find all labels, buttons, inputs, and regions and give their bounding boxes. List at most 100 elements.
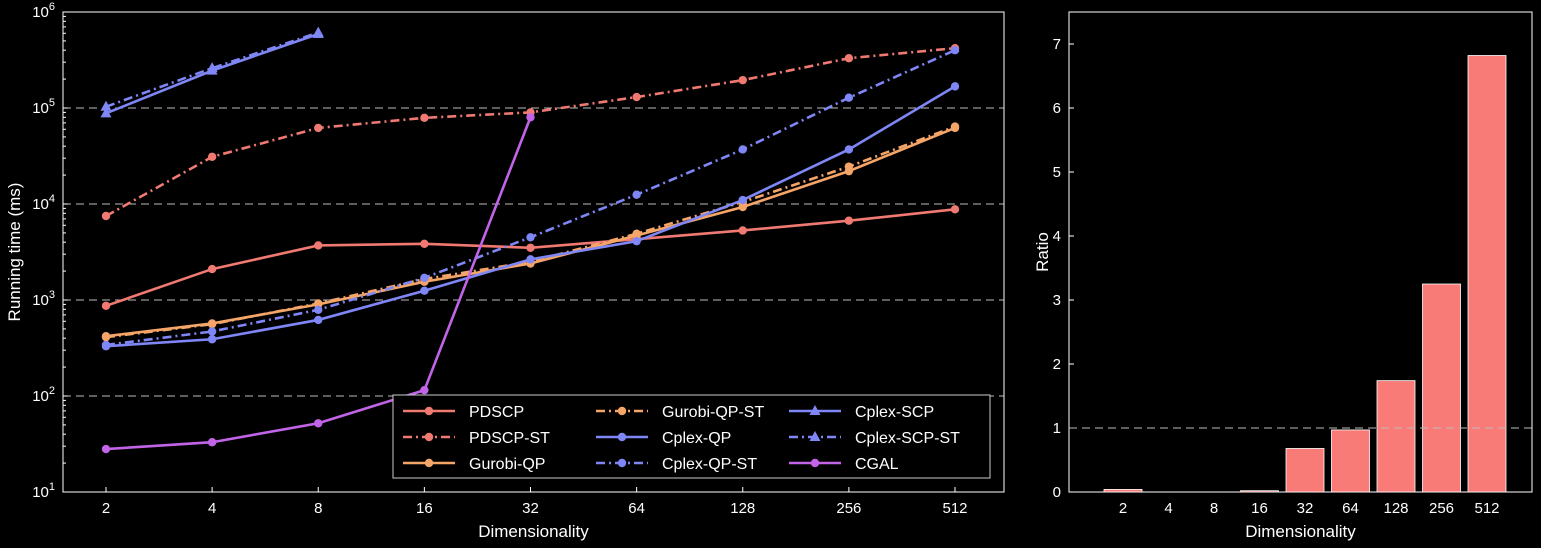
legend-label: Gurobi-QP-ST <box>662 404 764 421</box>
legend-entry: PDSCP-ST <box>403 430 550 447</box>
legend-marker <box>809 431 821 441</box>
data-point <box>206 62 218 73</box>
series-cgal <box>101 113 535 454</box>
y-tick-label: 102 <box>32 385 55 405</box>
y-tick-label: 0 <box>1053 484 1061 501</box>
data-point <box>420 239 429 248</box>
data-point <box>314 419 323 428</box>
x-tick-label: 512 <box>1474 500 1499 517</box>
y-tick-base: 10 <box>32 196 49 213</box>
legend-entry: PDSCP <box>403 404 524 421</box>
legend-marker <box>617 406 627 416</box>
data-point <box>100 107 112 118</box>
plot-frame <box>1068 11 1533 493</box>
x-axis-label: Dimensionality <box>1245 522 1356 541</box>
x-tick-label: 64 <box>1342 500 1359 517</box>
series-pdscp-st <box>101 43 960 221</box>
plot-frame <box>62 11 1005 493</box>
y-axis-label: Running time (ms) <box>5 183 24 322</box>
legend-entry: CGAL <box>789 456 899 473</box>
y-axis-label: Ratio <box>1033 232 1052 272</box>
legend-frame <box>392 394 991 479</box>
y-tick-base: 10 <box>32 100 49 117</box>
data-point <box>207 327 217 336</box>
legend-marker <box>424 458 434 468</box>
data-point <box>844 216 854 225</box>
x-tick-label: 2 <box>102 500 110 517</box>
data-point <box>632 236 641 246</box>
data-point <box>207 152 217 162</box>
y-tick-label: 5 <box>1053 164 1061 181</box>
bar <box>1331 429 1370 493</box>
data-point <box>101 444 111 454</box>
y-tick-exponent: 4 <box>49 193 55 205</box>
data-point <box>207 335 217 344</box>
x-tick-label: 16 <box>416 500 433 517</box>
y-tick-label: 101 <box>32 481 55 501</box>
data-point <box>632 229 641 238</box>
legend-marker <box>810 458 820 468</box>
ratio-chart: 0 1 2 3 4 5 6 7 2 4 8 16 32 64 128 256 512 Dimensionality… <box>1033 11 1533 541</box>
legend-label: Cplex-QP <box>662 430 731 447</box>
y-tick-exponent: 3 <box>49 289 55 301</box>
data-point <box>101 332 111 342</box>
data-point <box>100 100 112 111</box>
y-tick-label: 4 <box>1053 228 1061 245</box>
x-tick-label: 8 <box>1210 500 1218 517</box>
data-point <box>632 190 641 199</box>
data-point <box>844 145 854 154</box>
bar <box>1103 489 1143 493</box>
bar <box>1422 283 1461 493</box>
series-gurobi-qp-st <box>101 122 960 342</box>
data-point <box>526 113 535 122</box>
data-point <box>526 243 535 252</box>
series-line <box>105 85 956 348</box>
x-tick-label: 4 <box>1164 500 1172 517</box>
legend-entry: Cplex-SCP <box>789 404 934 421</box>
x-tick-label: 32 <box>1297 500 1314 517</box>
data-point <box>950 82 960 91</box>
x-tick-label: 256 <box>1429 500 1454 517</box>
x-axis-label: Dimensionality <box>478 522 589 541</box>
x-tick-label: 16 <box>1251 500 1268 517</box>
legend-label: Cplex-QP-ST <box>662 456 757 473</box>
data-point <box>207 438 217 447</box>
data-point <box>950 205 960 214</box>
data-point <box>632 92 641 102</box>
data-point <box>314 123 323 133</box>
data-point <box>844 54 854 63</box>
legend-label: Cplex-SCP-ST <box>855 430 960 447</box>
x-tick-label: 128 <box>1383 500 1408 517</box>
y-tick-exponent: 5 <box>49 97 55 109</box>
y-tick-label: 106 <box>32 1 55 21</box>
y-tick-exponent: 2 <box>49 385 55 397</box>
data-point <box>844 93 854 102</box>
x-tick-label: 64 <box>628 500 645 517</box>
bar <box>1285 448 1325 493</box>
data-point <box>526 255 535 264</box>
series-line <box>105 46 956 218</box>
data-point <box>950 122 960 131</box>
x-tick-label: 8 <box>314 500 322 517</box>
y-tick-label: 7 <box>1053 36 1061 53</box>
data-point <box>314 299 323 308</box>
data-point <box>844 162 854 171</box>
bar <box>1467 55 1507 493</box>
legend-entry: Cplex-SCP-ST <box>789 430 960 447</box>
legend-entry: Cplex-QP-ST <box>596 456 757 473</box>
y-tick-base: 10 <box>32 4 49 21</box>
legend-marker <box>424 406 434 416</box>
data-point <box>950 46 960 55</box>
legend-label: PDSCP-ST <box>469 430 550 447</box>
legend-label: CGAL <box>855 456 899 473</box>
series-cplex-qp-st <box>101 46 960 350</box>
data-point <box>738 75 747 85</box>
data-point <box>314 315 323 325</box>
data-point <box>420 113 429 123</box>
series-cplex-scp-st <box>100 26 324 111</box>
data-point <box>101 211 111 221</box>
data-point <box>207 264 217 274</box>
legend-label: Cplex-SCP <box>855 404 934 421</box>
data-point <box>101 301 111 311</box>
